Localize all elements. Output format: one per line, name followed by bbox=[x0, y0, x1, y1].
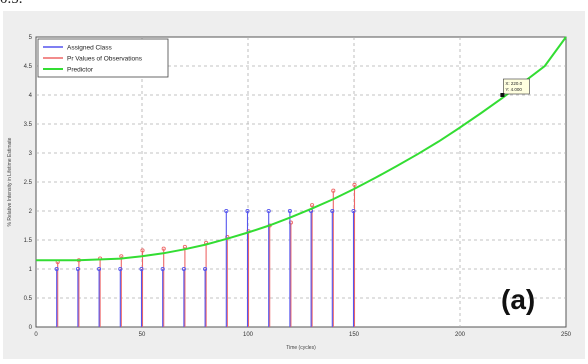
point-assigned-class bbox=[139, 266, 144, 272]
x-tick-label: 150 bbox=[349, 332, 360, 338]
y-tick-label: 5 bbox=[29, 35, 33, 41]
y-tick-label: 2 bbox=[29, 209, 33, 215]
data-tip-marker bbox=[500, 93, 505, 97]
x-tick-label: 250 bbox=[561, 332, 572, 338]
series-layer bbox=[36, 36, 567, 327]
legend: Assigned Class Pr Values of Observations… bbox=[37, 38, 169, 78]
data-tip-x: X: 220.0 bbox=[505, 81, 522, 86]
point-assigned-class bbox=[203, 266, 208, 272]
point-assigned-class bbox=[245, 208, 250, 214]
y-tick-label: 3.5 bbox=[24, 122, 33, 128]
x-tick-label: 50 bbox=[139, 332, 146, 338]
data-tip-y: Y: 4.000 bbox=[505, 87, 522, 92]
y-tick-label: 1 bbox=[29, 267, 33, 273]
legend-label-pr-values: Pr Values of Observations bbox=[67, 56, 143, 63]
point-assigned-class bbox=[266, 208, 271, 214]
point-assigned-class bbox=[54, 266, 59, 272]
clipped-caption-text: 0.5. bbox=[0, 0, 23, 8]
y-tick-label: 0.5 bbox=[24, 296, 33, 302]
line-predictor bbox=[36, 36, 567, 262]
x-tick-label: 200 bbox=[455, 332, 466, 338]
y-tick-label: 4 bbox=[29, 93, 33, 99]
legend-label-predictor: Predictor bbox=[67, 67, 94, 74]
point-pr-values-of-observations bbox=[352, 182, 357, 187]
point-assigned-class bbox=[351, 208, 356, 214]
point-pr-values-of-observations bbox=[310, 203, 315, 208]
legend-label-assigned-class: Assigned Class bbox=[67, 45, 113, 52]
point-pr-values-of-observations bbox=[140, 248, 145, 253]
point-assigned-class bbox=[160, 266, 165, 272]
y-tick-label: 4.5 bbox=[24, 64, 33, 70]
y-tick-label: 1.5 bbox=[24, 238, 33, 244]
point-assigned-class bbox=[118, 266, 123, 272]
legend-box bbox=[37, 38, 169, 78]
axis-ticks: 0 50 100 150 200 250 0 0.5 1 1.5 2 2.5 3 3.5 4 4.5 5 bbox=[24, 35, 572, 338]
point-assigned-class bbox=[97, 266, 102, 272]
y-axis-label: % Relative Intensity in Lifetime Estimat… bbox=[7, 137, 13, 226]
y-tick-label: 0 bbox=[29, 325, 33, 331]
chart-svg: 0 50 100 150 200 250 0 0.5 1 1.5 2 2.5 3 3.5 4 4.5 5 Tim… bbox=[7, 35, 572, 351]
point-pr-values-of-observations bbox=[288, 220, 293, 225]
x-axis-label: Time (cycles) bbox=[286, 345, 316, 351]
x-tick-label: 100 bbox=[243, 332, 254, 338]
x-tick-label: 0 bbox=[34, 332, 38, 338]
point-assigned-class bbox=[75, 266, 80, 272]
panel-label: (a) bbox=[501, 284, 535, 315]
data-tip-box bbox=[503, 78, 530, 95]
chart-figure: 0 50 100 150 200 250 0 0.5 1 1.5 2 2.5 3 3.5 4 4.5 5 Tim… bbox=[3, 11, 585, 359]
point-assigned-class bbox=[224, 208, 229, 214]
point-assigned-class bbox=[181, 266, 186, 272]
point-pr-values-of-observations bbox=[161, 246, 166, 251]
point-pr-values-of-observations bbox=[331, 188, 336, 193]
point-assigned-class bbox=[330, 208, 335, 214]
data-tip[interactable]: X: 220.0 Y: 4.000 bbox=[500, 78, 530, 97]
y-tick-label: 3 bbox=[29, 151, 33, 157]
point-assigned-class bbox=[287, 208, 292, 214]
y-tick-label: 2.5 bbox=[24, 180, 33, 186]
